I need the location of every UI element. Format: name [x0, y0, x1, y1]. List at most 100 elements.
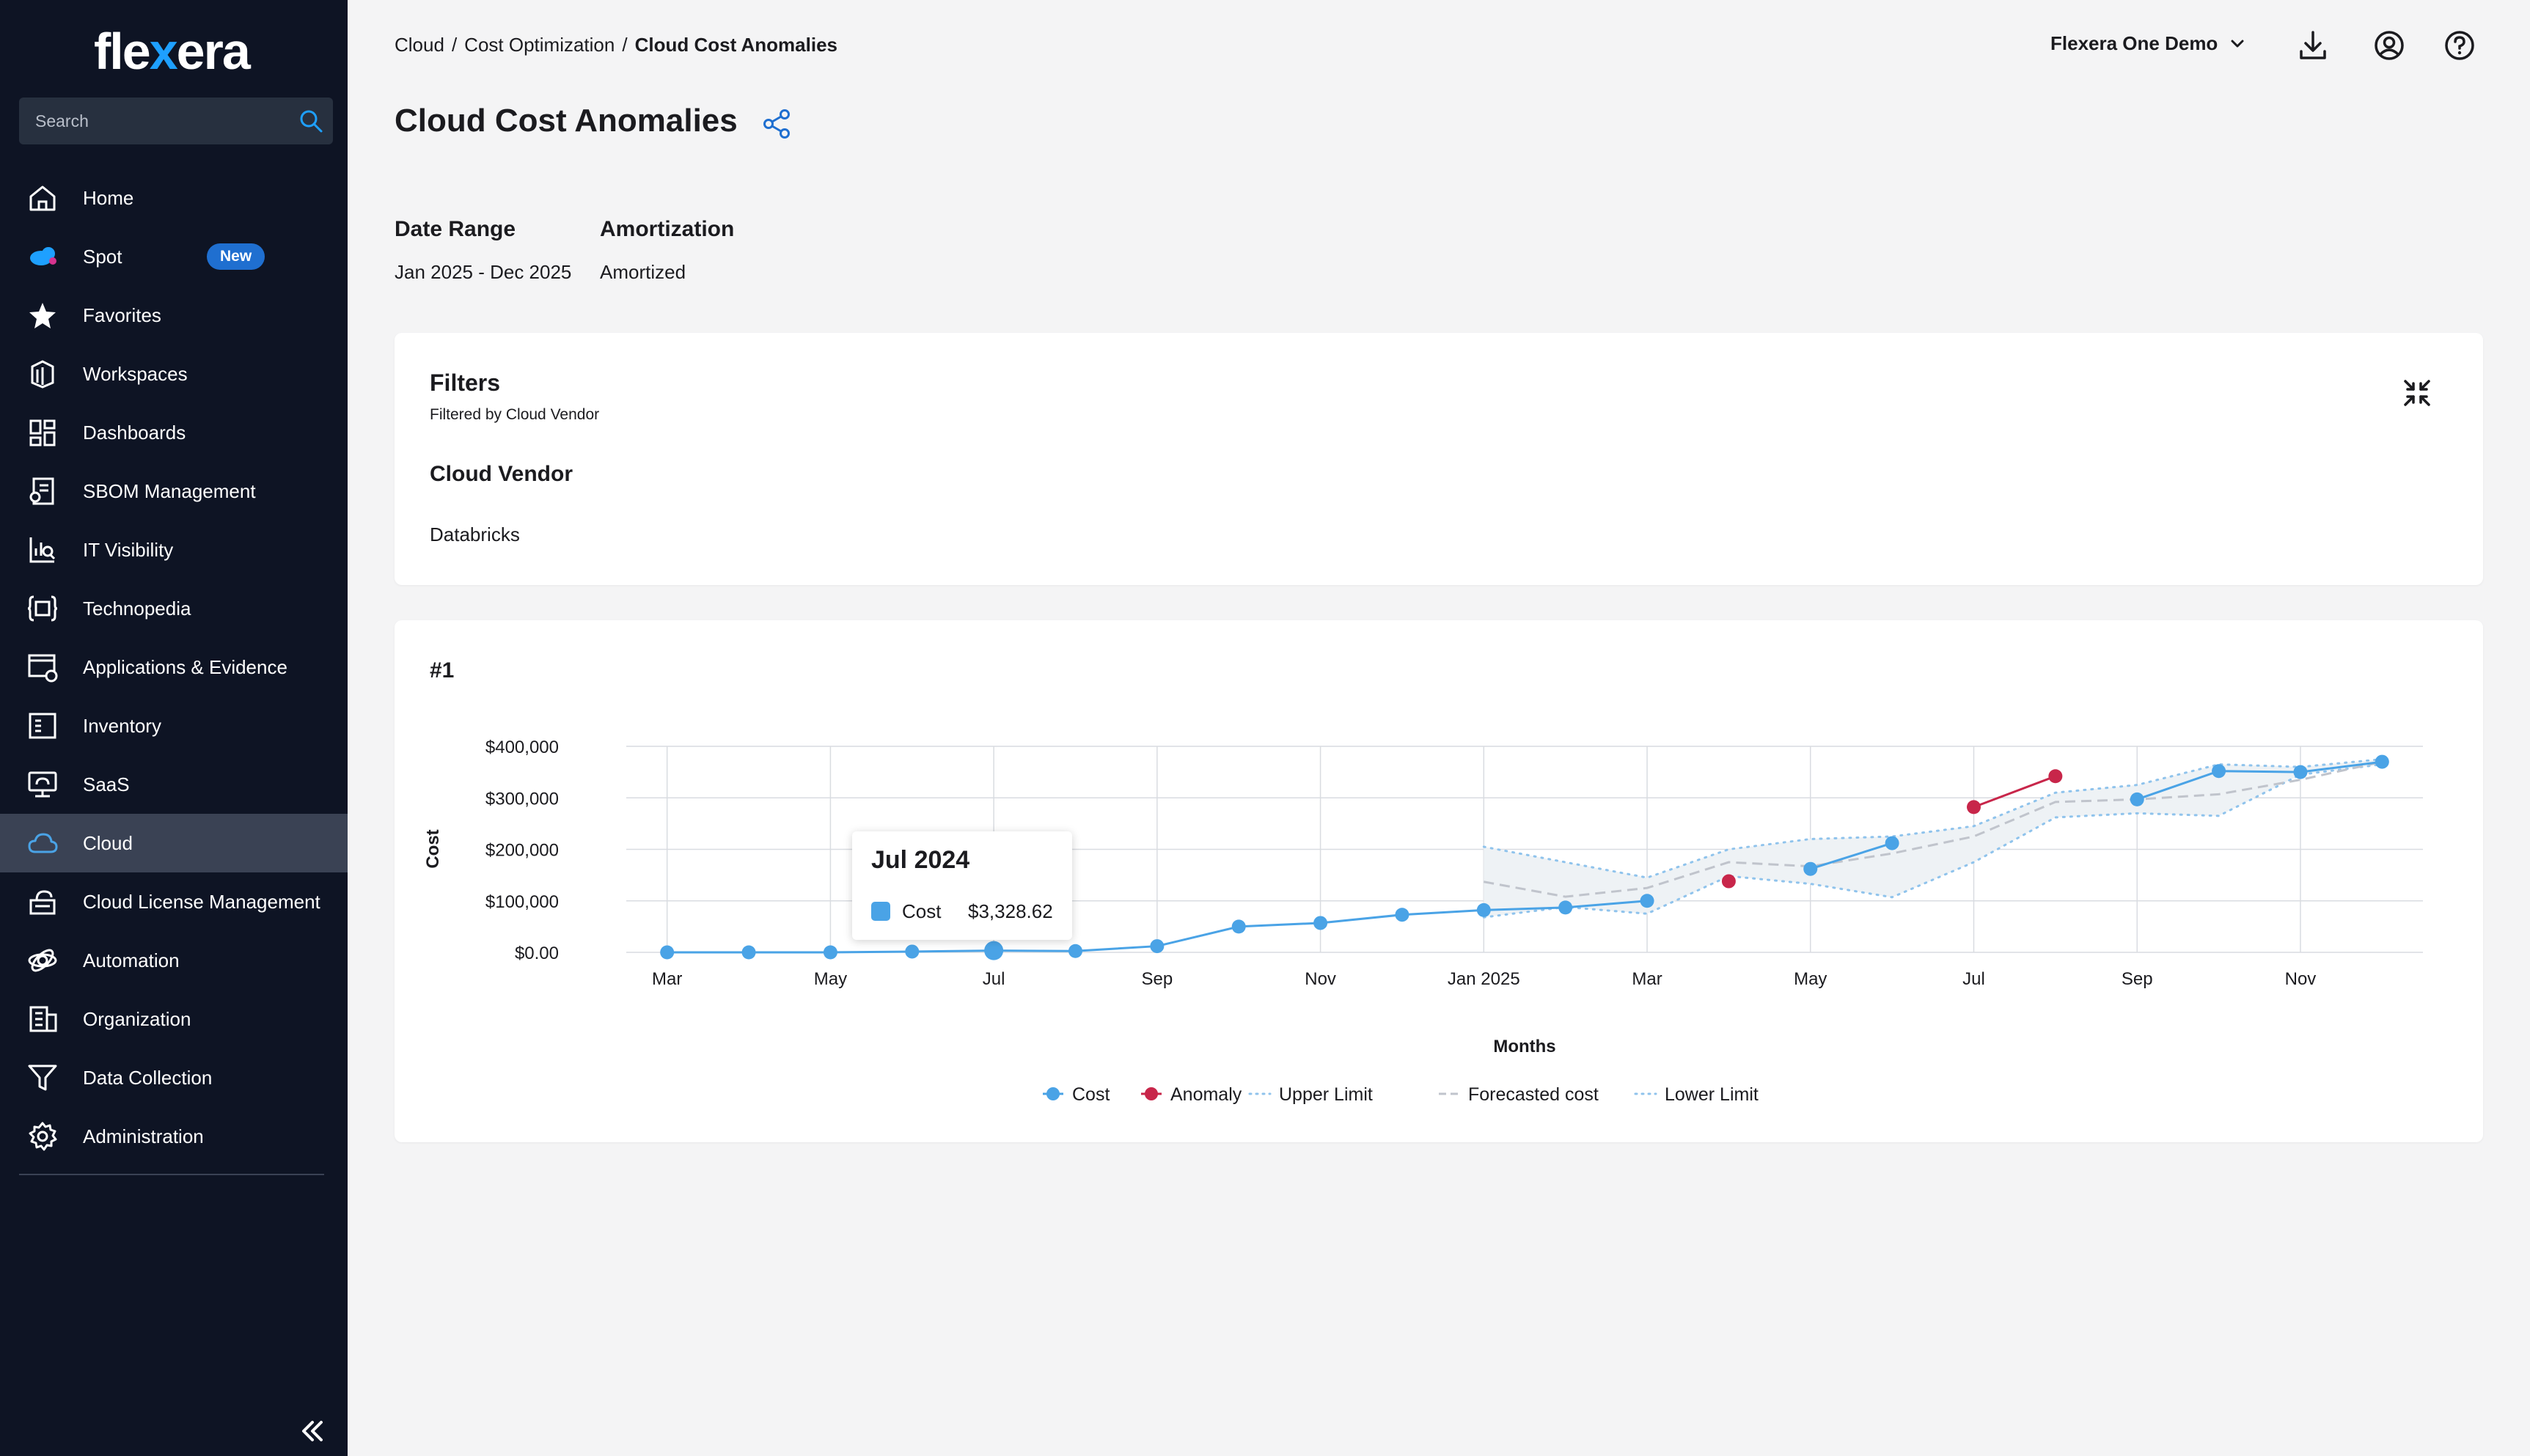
- sidebar-item-favorites[interactable]: Favorites: [0, 286, 348, 345]
- x-tick-label: Jan 2025: [1448, 969, 1520, 989]
- amortization-value: Amortized: [600, 261, 686, 283]
- help-icon[interactable]: [2442, 28, 2477, 63]
- page-title: Cloud Cost Anomalies: [395, 103, 738, 139]
- y-tick-label: $400,000: [485, 738, 559, 757]
- sidebar-item-label: Organization: [83, 1007, 191, 1030]
- cost-point: [1803, 861, 1818, 876]
- legend-marker: [1046, 1087, 1060, 1100]
- sidebar-item-cloud[interactable]: Cloud: [0, 814, 348, 872]
- sidebar-item-applications-evidence[interactable]: Applications & Evidence: [0, 638, 348, 696]
- sidebar-item-label: Automation: [83, 949, 180, 971]
- chart-number: #1: [430, 658, 455, 683]
- organization-icon: [29, 1006, 57, 1032]
- sidebar-item-it-visibility[interactable]: IT Visibility: [0, 521, 348, 579]
- data-collection-icon: [28, 1065, 57, 1091]
- legend-label: Forecasted cost: [1468, 1084, 1599, 1105]
- limit-band: [1484, 759, 2383, 918]
- cost-point: [823, 945, 837, 960]
- breadcrumb: Cloud / Cost Optimization / Cloud Cost Anoma…: [395, 34, 837, 56]
- sidebar-item-label: Applications & Evidence: [83, 655, 287, 678]
- x-axis-title: Months: [1493, 1037, 1555, 1056]
- search-icon[interactable]: [296, 106, 326, 136]
- y-tick-label: $200,000: [485, 841, 559, 861]
- legend-label: Upper Limit: [1279, 1084, 1373, 1105]
- saas-icon: [28, 771, 57, 798]
- lower-limit-line: [1482, 763, 2383, 919]
- y-tick-label: $0.00: [515, 944, 559, 963]
- sidebar: flexera Home Spot New Favorites Workspaces Da…: [0, 0, 348, 1456]
- license-icon: [29, 890, 56, 915]
- anomaly-line: [1973, 775, 2056, 809]
- minimize-icon[interactable]: [2399, 375, 2435, 411]
- breadcrumb-cost-optimization[interactable]: Cost Optimization: [464, 34, 615, 56]
- breadcrumb-cloud[interactable]: Cloud: [395, 34, 444, 56]
- sidebar-item-inventory[interactable]: Inventory: [0, 696, 348, 755]
- applications-icon: [28, 654, 58, 683]
- sidebar-item-data-collection[interactable]: Data Collection: [0, 1048, 348, 1107]
- sidebar-item-organization[interactable]: Organization: [0, 990, 348, 1048]
- it-visibility-icon: [29, 537, 56, 563]
- breadcrumb-current: Cloud Cost Anomalies: [634, 34, 837, 56]
- sidebar-item-cloud-license-management[interactable]: Cloud License Management: [0, 872, 348, 931]
- sidebar-item-label: Spot: [83, 245, 122, 268]
- cloud-vendor-value: Databricks: [430, 523, 520, 545]
- share-icon[interactable]: [760, 107, 793, 141]
- sidebar-item-label: SBOM Management: [83, 479, 256, 502]
- legend-marker: [1145, 1087, 1158, 1100]
- search-input[interactable]: [35, 98, 285, 144]
- sidebar-item-saas[interactable]: SaaS: [0, 755, 348, 814]
- tenant-selector[interactable]: Flexera One Demo: [2050, 32, 2247, 55]
- download-icon[interactable]: [2295, 28, 2331, 63]
- cost-point: [1885, 836, 1899, 850]
- sidebar-item-label: Cloud License Management: [83, 890, 320, 913]
- inventory-icon: [29, 713, 56, 739]
- cloud-icon: [28, 833, 58, 853]
- cost-point: [2293, 765, 2308, 779]
- sidebar-item-automation[interactable]: Automation: [0, 931, 348, 990]
- anomaly-point: [1721, 874, 1736, 889]
- sidebar-item-sbom-management[interactable]: SBOM Management: [0, 462, 348, 521]
- chart-tooltip: Jul 2024 Cost $3,328.62: [852, 831, 1072, 940]
- cost-point: [741, 945, 756, 960]
- forecast-line: [1484, 760, 2383, 898]
- cost-point: [1395, 908, 1409, 922]
- sidebar-item-label: Data Collection: [83, 1066, 213, 1089]
- cost-point: [1640, 894, 1654, 908]
- anomaly-point: [2048, 769, 2063, 784]
- home-icon: [29, 185, 56, 211]
- tenant-name: Flexera One Demo: [2050, 32, 2218, 54]
- cost-point: [660, 945, 675, 960]
- sidebar-item-label: Workspaces: [83, 362, 188, 385]
- tooltip-value: $3,328.62: [968, 900, 1053, 922]
- tooltip-title: Jul 2024: [871, 846, 970, 874]
- date-range-label: Date Range: [395, 217, 516, 241]
- cost-point: [984, 941, 1004, 960]
- x-tick-label: Sep: [2122, 969, 2153, 989]
- date-range-value: Jan 2025 - Dec 2025: [395, 261, 572, 283]
- sidebar-item-spot[interactable]: Spot New: [0, 227, 348, 286]
- sidebar-item-label: Administration: [83, 1125, 204, 1147]
- sidebar-item-workspaces[interactable]: Workspaces: [0, 345, 348, 403]
- sidebar-item-home[interactable]: Home: [0, 169, 348, 227]
- collapse-sidebar-icon[interactable]: [296, 1415, 329, 1447]
- y-tick-label: $100,000: [485, 892, 559, 912]
- sidebar-item-administration[interactable]: Administration: [0, 1107, 348, 1166]
- cost-point: [905, 944, 920, 959]
- legend-label: Cost: [1072, 1084, 1110, 1105]
- sidebar-item-label: IT Visibility: [83, 538, 174, 561]
- chevron-down-icon: [2231, 40, 2244, 47]
- user-profile-icon[interactable]: [2372, 28, 2407, 63]
- x-tick-label: May: [1794, 969, 1827, 989]
- sidebar-item-label: Technopedia: [83, 597, 191, 619]
- sidebar-divider: [19, 1174, 324, 1175]
- sidebar-item-label: Inventory: [83, 714, 161, 737]
- flexera-logo[interactable]: flexera: [94, 23, 251, 80]
- gear-icon: [29, 1122, 57, 1151]
- amortization-label: Amortization: [600, 217, 735, 241]
- sidebar-item-technopedia[interactable]: Technopedia: [0, 579, 348, 638]
- sidebar-item-dashboards[interactable]: Dashboards: [0, 403, 348, 462]
- cost-point: [1231, 919, 1246, 934]
- cost-point: [2375, 754, 2389, 769]
- sidebar-item-label: SaaS: [83, 773, 130, 795]
- cost-point: [1150, 939, 1165, 954]
